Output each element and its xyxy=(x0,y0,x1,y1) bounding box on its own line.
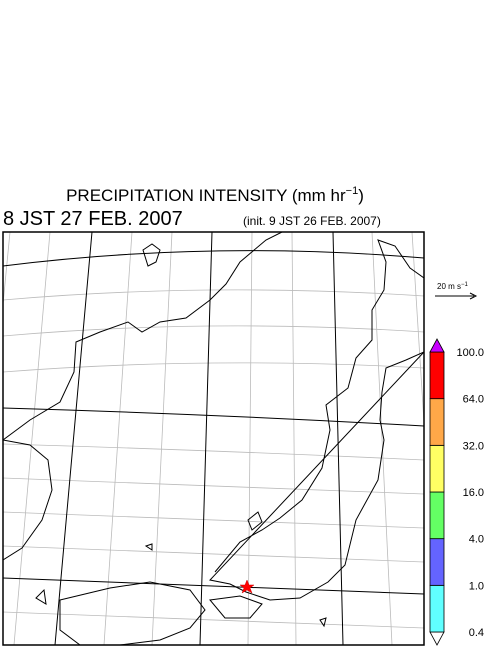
title-close: ) xyxy=(358,186,364,205)
map-frame xyxy=(2,231,425,646)
colorbar-segment xyxy=(429,351,445,400)
colorbar-segment xyxy=(429,444,445,493)
graticule xyxy=(3,232,424,645)
colorbar-segment xyxy=(429,584,445,633)
valid-time: 8 JST 27 FEB. 2007 xyxy=(3,208,183,230)
colorbar-label: 0.4 xyxy=(469,627,484,639)
colorbar-extension-high xyxy=(429,338,445,353)
wind-scale-label: 20 m s−1 xyxy=(437,282,469,291)
colorbar-segment xyxy=(429,538,445,586)
wind-scale-text: 20 m s xyxy=(437,282,461,291)
coastline xyxy=(3,232,424,645)
title-text: PRECIPITATION INTENSITY (mm hr xyxy=(66,186,346,205)
title-superscript: −1 xyxy=(346,185,359,197)
graticule-major xyxy=(3,232,424,645)
wind-scale-arrowhead xyxy=(469,292,478,300)
colorbar-label: 1.0 xyxy=(469,580,484,592)
title: PRECIPITATION INTENSITY (mm hr−1) xyxy=(66,185,364,205)
colorbar-label: 100.0 xyxy=(456,347,484,359)
colorbar-segment xyxy=(429,491,445,540)
colorbar-extension-low xyxy=(429,631,445,646)
colorbar-label: 32.0 xyxy=(463,440,484,452)
colorbar-label: 64.0 xyxy=(463,394,484,406)
colorbar-label: 16.0 xyxy=(463,487,484,499)
location-marker xyxy=(239,579,255,594)
colorbar: 0.4 1.0 4.0 16.0 32.0 64.0 100.0 xyxy=(429,338,484,646)
init-time: (init. 9 JST 26 FEB. 2007) xyxy=(243,214,381,228)
colorbar-label: 4.0 xyxy=(469,534,484,546)
wind-scale-superscript: −1 xyxy=(461,282,469,288)
colorbar-segment xyxy=(429,398,445,446)
map xyxy=(3,232,424,645)
